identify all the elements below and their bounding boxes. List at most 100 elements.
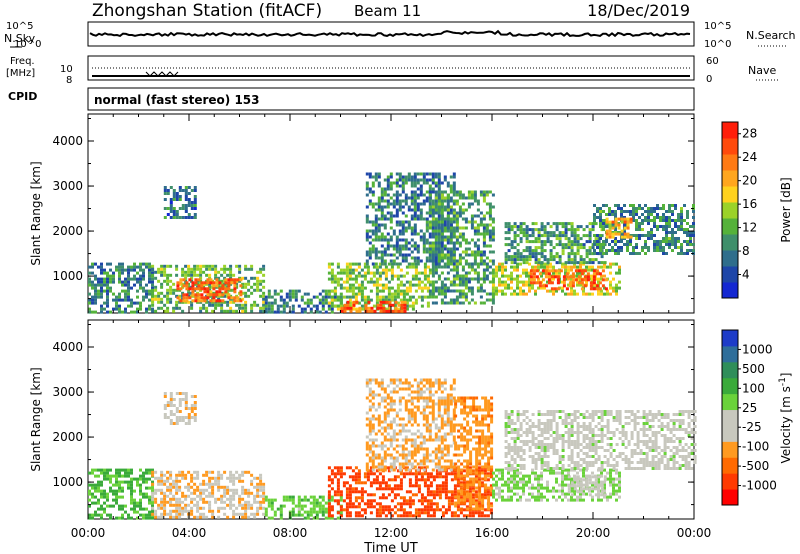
heatmap-cell [151, 309, 155, 313]
heatmap-cell [270, 295, 274, 299]
heatmap-cell [417, 487, 421, 491]
heatmap-cell [217, 509, 221, 513]
heatmap-cell [422, 417, 426, 421]
heatmap-cell [133, 498, 136, 502]
heatmap-cell [446, 226, 450, 230]
heatmap-cell [109, 289, 112, 293]
heatmap-cell [417, 490, 421, 494]
heatmap-cell [109, 286, 112, 290]
heatmap-cell [401, 396, 405, 400]
heatmap-cell [232, 503, 236, 507]
heatmap-cell [597, 265, 600, 269]
heatmap-cell [142, 277, 145, 281]
heatmap-cell [97, 489, 100, 493]
heatmap-cell [476, 274, 480, 278]
heatmap-cell [476, 286, 480, 290]
heatmap-cell [369, 481, 373, 485]
heatmap-cell [115, 474, 118, 478]
heatmap-cell [365, 184, 369, 188]
heatmap-cell [279, 516, 283, 520]
heatmap-cell [247, 279, 251, 283]
heatmap-cell [422, 199, 426, 203]
heatmap-cell [175, 213, 179, 216]
heatmap-cell [181, 509, 185, 513]
heatmap-cell [244, 470, 248, 474]
heatmap-cell [449, 220, 453, 224]
heatmap-cell [392, 465, 396, 469]
heatmap-cell [440, 438, 444, 442]
heatmap-cell [419, 214, 423, 218]
heatmap-cell [565, 272, 569, 276]
heatmap-cell [360, 283, 364, 287]
heatmap-cell [270, 498, 274, 502]
heatmap-cell [88, 301, 91, 305]
heatmap-cell [446, 289, 450, 293]
heatmap-cell [157, 297, 161, 301]
heatmap-cell [235, 285, 239, 289]
heatmap-cell [262, 291, 266, 295]
heatmap-cell [375, 478, 379, 482]
heatmap-cell [389, 462, 393, 466]
heatmap-cell [603, 292, 606, 296]
heatmap-cell [178, 207, 182, 210]
heatmap-cell [434, 289, 438, 293]
heatmap-cell [617, 232, 621, 236]
heatmap-cell [136, 504, 139, 508]
heatmap-cell [422, 172, 426, 176]
heatmap-cell [384, 283, 388, 287]
heatmap-cell [97, 507, 100, 511]
heatmap-cell [446, 199, 450, 203]
heatmap-cell [163, 273, 167, 277]
heatmap-cell [384, 298, 388, 302]
heatmap-cell [437, 292, 441, 296]
heatmap-cell [485, 256, 489, 260]
heatmap-cell [671, 219, 674, 222]
heatmap-cell [193, 186, 197, 189]
heatmap-cell [677, 246, 680, 249]
heatmap-cell [449, 241, 453, 245]
heatmap-cell [139, 513, 142, 517]
heatmap-cell [196, 515, 200, 519]
heatmap-cell [504, 243, 508, 247]
heatmap-cell [399, 496, 403, 500]
heatmap-cell [324, 501, 328, 505]
heatmap-cell [342, 472, 346, 476]
heatmap-cell [367, 300, 371, 304]
heatmap-cell [479, 211, 483, 215]
heatmap-cell [623, 217, 627, 221]
heatmap-cell [232, 512, 236, 516]
heatmap-cell [375, 280, 379, 284]
heatmap-cell [461, 196, 465, 200]
heatmap-cell [644, 234, 647, 237]
heatmap-cell [345, 487, 349, 491]
heatmap-cell [434, 250, 438, 254]
heatmap-cell [411, 499, 415, 503]
heatmap-cell [405, 289, 409, 293]
heatmap-cell [354, 466, 358, 470]
heatmap-cell [145, 265, 148, 269]
heatmap-cell [190, 473, 194, 477]
heatmap-cell [450, 478, 454, 482]
heatmap-cell [229, 497, 233, 501]
heatmap-cell [389, 441, 393, 445]
heatmap-cell [614, 237, 617, 240]
heatmap-cell [488, 217, 492, 221]
heatmap-cell [617, 226, 621, 230]
heatmap-cell [465, 499, 469, 503]
heatmap-cell [103, 495, 106, 499]
heatmap-cell [264, 301, 268, 305]
heatmap-cell [600, 234, 604, 238]
heatmap-cell [94, 468, 97, 472]
heatmap-cell [419, 211, 423, 215]
heatmap-cell [411, 307, 415, 311]
heatmap-cell [593, 216, 596, 219]
heatmap-cell [148, 495, 151, 499]
heatmap-cell [583, 275, 587, 279]
heatmap-cell [452, 190, 456, 194]
heatmap-cell [488, 250, 492, 254]
heatmap-cell [437, 286, 441, 290]
heatmap-cell [570, 289, 573, 293]
heatmap-cell [142, 507, 145, 511]
heatmap-cell [118, 271, 121, 275]
heatmap-cell [431, 190, 435, 194]
